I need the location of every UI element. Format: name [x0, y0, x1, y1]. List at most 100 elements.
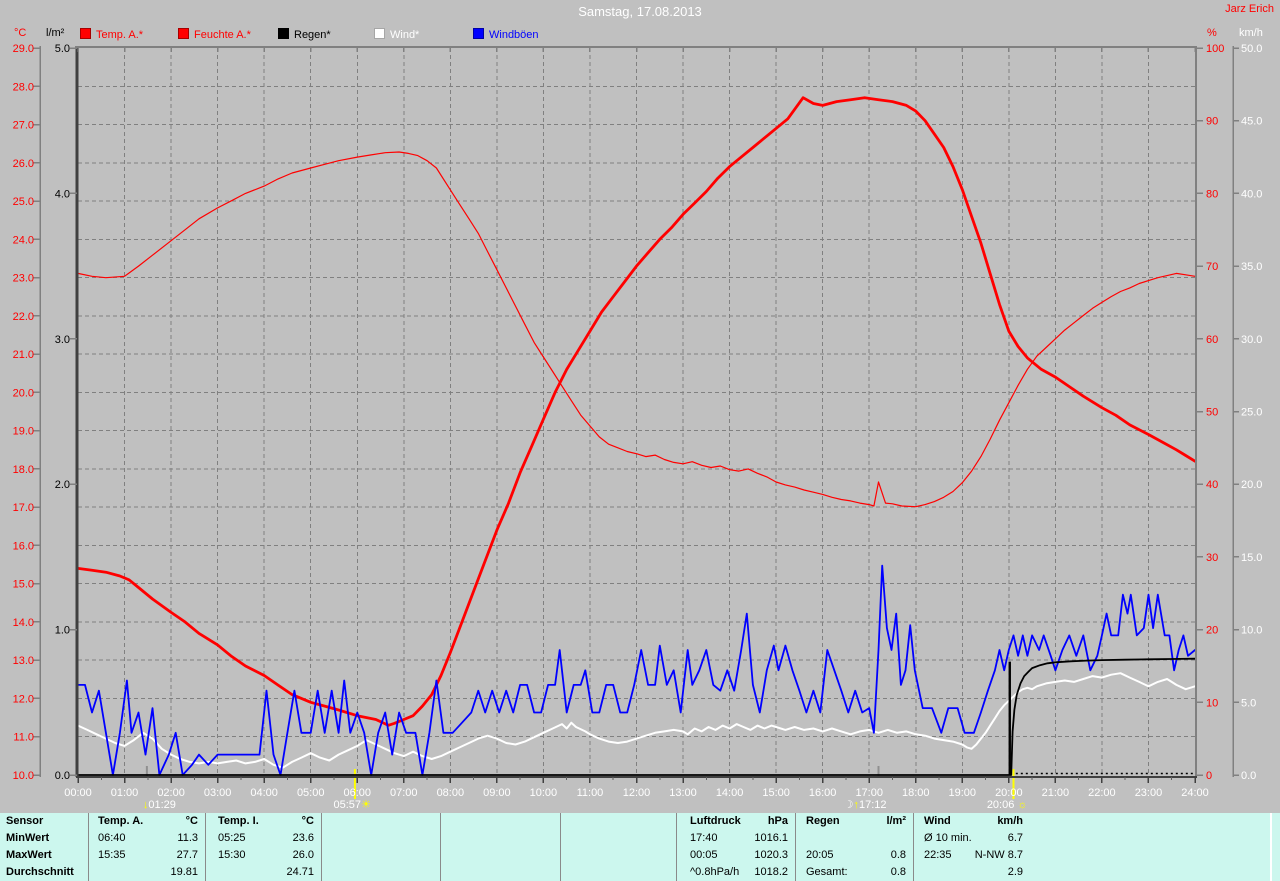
- legend-color-chip-icon: [473, 28, 484, 39]
- x-axis-label: 01:00: [111, 787, 139, 799]
- rain-axis-ticks-label: 5.0: [55, 43, 70, 55]
- table-cell-time: 17:40: [690, 832, 718, 844]
- astro-markers: ↓01:29 05:57☀ ☽↑17:12 20:06 ☼: [143, 799, 1028, 811]
- series-wind-line: [77, 672, 1196, 769]
- x-axis-label: 09:00: [483, 787, 511, 799]
- table-separator: [795, 813, 796, 881]
- temp-axis-ticks-label: 12.0: [13, 693, 34, 705]
- table-cell-value: 27.7: [176, 849, 198, 861]
- humidity-axis-ticks-label: 10: [1206, 697, 1218, 709]
- x-axis-label: 02:00: [157, 787, 185, 799]
- temp-axis-ticks-label: 11.0: [13, 732, 34, 744]
- wind-axis-ticks-label: 10.0: [1241, 625, 1262, 637]
- x-axis-label: 12:00: [623, 787, 651, 799]
- table-row-labels-column: Sensor MinWert MaxWert Durchschnitt: [6, 813, 86, 881]
- table-cell-value: 26.0: [292, 849, 314, 861]
- x-axis-label: 13:00: [669, 787, 697, 799]
- wind-axis-ticks-label: 35.0: [1241, 261, 1262, 273]
- table-col-unit: hPa: [767, 815, 788, 827]
- rain-axis-ticks-label: 4.0: [55, 188, 70, 200]
- x-axis-label: 10:00: [530, 787, 558, 799]
- rain-axis-ticks-label: 3.0: [55, 334, 70, 346]
- table-cell-value: 23.6: [292, 832, 314, 844]
- x-axis-label: 20:00: [995, 787, 1023, 799]
- wind-axis-ticks-label: 15.0: [1241, 552, 1262, 564]
- astro-marker-time: 01:29: [148, 799, 176, 811]
- temp-axis-unit: °C: [14, 27, 27, 39]
- x-axis-label: 22:00: [1088, 787, 1116, 799]
- humidity-axis-ticks-label: 80: [1206, 188, 1218, 200]
- wind-axis-ticks-label: 40.0: [1241, 188, 1262, 200]
- table-cell-time: 15:35: [98, 849, 126, 861]
- table-cell-time: ^0.8hPa/h: [690, 866, 740, 878]
- temp-axis-ticks-label: 20.0: [13, 387, 34, 399]
- moon-rise-icon: ↑: [853, 799, 859, 811]
- table-col-unit: km/h: [997, 815, 1023, 827]
- astro-marker-time: 20:06: [987, 799, 1015, 811]
- x-axis-label: 17:00: [855, 787, 883, 799]
- table-row-label: MinWert: [6, 832, 50, 844]
- wind-axis-ticks-label: 20.0: [1241, 479, 1262, 491]
- legend-label: Regen*: [294, 29, 331, 41]
- temp-axis-ticks-label: 26.0: [13, 158, 34, 170]
- legend-label: Windböen: [489, 29, 539, 41]
- sunrise-icon: ☀: [361, 799, 371, 811]
- wind-axis-ticks-label: 45.0: [1241, 116, 1262, 128]
- humidity-axis-ticks-label: 100: [1206, 43, 1224, 55]
- sunset-icon: ☼: [1014, 799, 1027, 811]
- table-col-header: Temp. A.: [98, 815, 144, 827]
- table-col-wind: Wind km/h Ø 10 min. 6.7 22:35 N-NW 8.7 2.9: [918, 813, 1025, 881]
- x-axis-label: 15:00: [762, 787, 790, 799]
- table-row-label: Sensor: [6, 815, 44, 827]
- temp-axis-ticks: 29.0 28.0 27.0 26.0 25.0 24.0 23.0 22.0 21.0 20.0…: [13, 43, 40, 782]
- table-separator: [88, 813, 89, 881]
- temp-axis-ticks-label: 19.0: [13, 426, 34, 438]
- temp-axis-ticks-label: 27.0: [13, 120, 34, 132]
- table-separator: [676, 813, 677, 881]
- moon-rise-icon: ☽: [844, 799, 854, 811]
- table-separator: [205, 813, 206, 881]
- legend-label: Temp. A.*: [96, 29, 144, 41]
- astro-marker: 05:57☀: [334, 799, 371, 811]
- table-separator: [913, 813, 914, 881]
- x-axis-label: 00:00: [64, 787, 92, 799]
- x-axis-label: 21:00: [1042, 787, 1070, 799]
- table-col-temp-a: Temp. A. °C 06:40 11.3 15:35 27.7 19.81: [92, 813, 200, 881]
- humidity-axis-ticks-label: 70: [1206, 261, 1218, 273]
- temp-axis-ticks-label: 29.0: [13, 43, 34, 55]
- legend-item: Temp. A.*: [80, 28, 143, 41]
- table-col-header: Luftdruck: [690, 815, 741, 827]
- table-col-unit: °C: [185, 815, 198, 827]
- table-right-edge-highlight: [1270, 813, 1272, 881]
- table-cell-value: 24.71: [286, 866, 314, 878]
- x-axis-label: 18:00: [902, 787, 930, 799]
- temp-axis-ticks-label: 21.0: [13, 349, 34, 361]
- table-col-header: Regen: [806, 815, 840, 827]
- wind-axis-ticks-label: 50.0: [1241, 43, 1262, 55]
- humidity-axis-ticks-label: 20: [1206, 625, 1218, 637]
- temp-axis-ticks-label: 17.0: [13, 502, 34, 514]
- wind-axis-ticks-label: 30.0: [1241, 334, 1262, 346]
- table-col-unit: °C: [301, 815, 314, 827]
- series-rain-cumulative-line: [78, 657, 1196, 776]
- wind-axis-unit: km/h: [1239, 27, 1263, 39]
- table-cell-time: 06:40: [98, 832, 126, 844]
- rain-axis-ticks-label: 0.0: [55, 770, 70, 782]
- legend-label: Feuchte A.*: [194, 29, 251, 41]
- table-col-luftdruck: Luftdruck hPa 17:40 1016.1 00:05 1020.3 ^0.8hP…: [684, 813, 790, 881]
- rain-axis-unit: l/m²: [46, 27, 65, 39]
- table-cell-time: 22:35: [924, 849, 952, 861]
- x-axis: 00:00 01:00 02:00 03:00 04:00 05:00 06:00 07:00…: [64, 47, 1209, 799]
- x-axis-label: 14:00: [716, 787, 744, 799]
- x-axis-label: 16:00: [809, 787, 837, 799]
- table-cell-value: 2.9: [1007, 866, 1023, 878]
- table-col-temp-i: Temp. I. °C 05:25 23.6 15:30 26.0 24.71: [212, 813, 316, 881]
- legend-item: Wind*: [374, 28, 419, 41]
- temp-axis-ticks-label: 25.0: [13, 196, 34, 208]
- humidity-axis-ticks-label: 90: [1206, 116, 1218, 128]
- table-cell-value: 0.8: [890, 849, 906, 861]
- rain-axis-ticks-label: 2.0: [55, 479, 70, 491]
- wind-axis-ticks-label: 0.0: [1241, 770, 1256, 782]
- wind-axis-ticks-label: 5.0: [1241, 697, 1256, 709]
